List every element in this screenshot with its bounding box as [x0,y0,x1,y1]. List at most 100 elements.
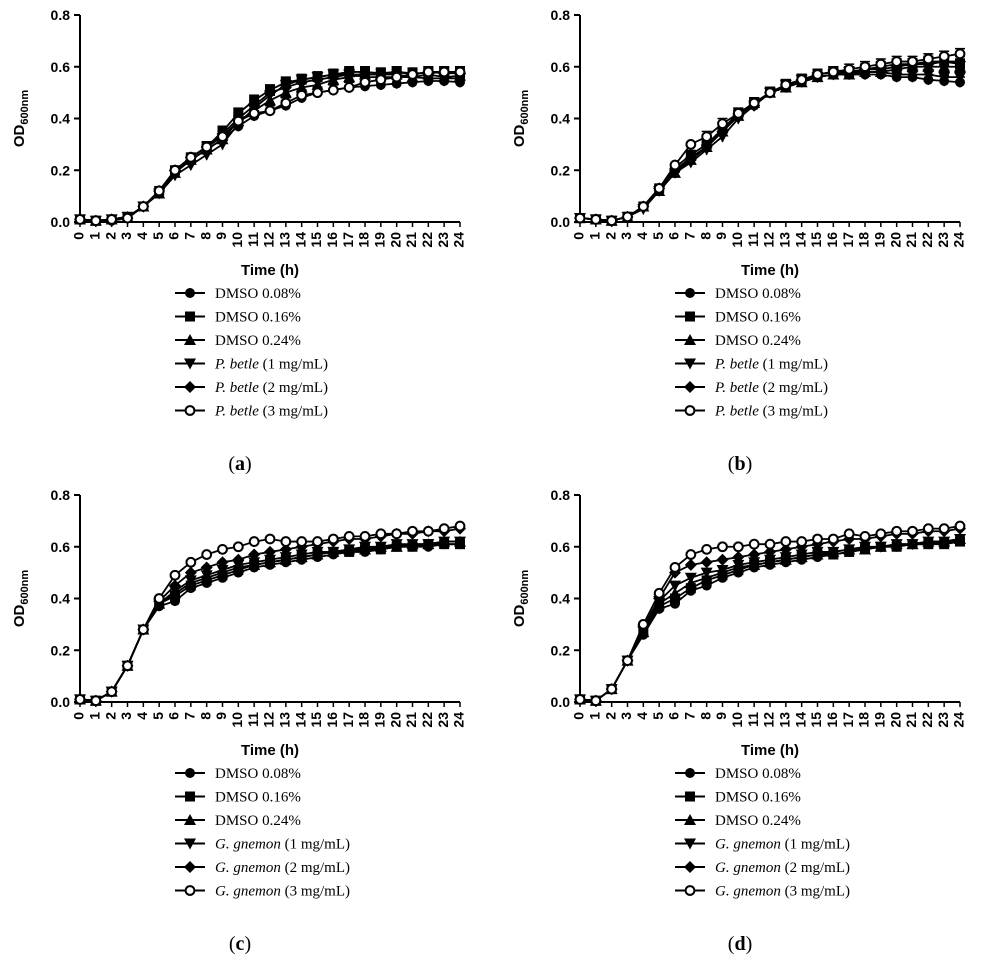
point-c-5 [248,536,260,547]
point-b-5 [954,48,966,60]
x-tick-label-b: 4 [634,232,650,240]
x-tick-label-d: 12 [761,712,777,728]
x-tick-label-a: 20 [387,232,403,248]
legend-marker-b-5 [684,405,696,416]
point-d-5 [685,549,697,560]
legend-marker-b-1 [685,311,695,322]
legend-item-d-5: G. gnemon (3 mg/mL) [675,884,850,900]
legend-marker-b-4 [684,381,696,393]
y-tick-label-c: 0.6 [51,539,71,555]
point-c-3 [438,536,451,548]
point-c-5 [74,694,86,705]
legend-marker-a-3 [184,358,196,370]
point-d-3 [684,572,697,584]
series-d-5 [574,520,966,707]
legend-item-c-2: DMSO 0.24% [175,813,301,829]
point-d-5 [780,536,792,547]
point-c-5 [327,533,339,545]
legend-marker-d-3 [684,838,696,850]
point-d-5 [717,541,728,553]
x-tick-label-b: 3 [618,232,634,240]
point-d-5 [812,533,823,545]
point-c-4 [264,545,276,558]
legend-marker-a-1 [185,311,195,322]
y-axis-title-c: OD600nm [11,570,31,628]
series-c-3 [74,536,466,707]
point-b-5 [637,201,649,212]
point-c-5 [217,543,228,555]
point-a-5 [422,66,434,78]
x-axis-title-d: Time (h) [741,742,799,759]
point-c-5 [407,525,418,537]
y-tick-label-b: 0.0 [551,214,571,230]
point-d-4 [748,548,761,561]
x-axis-title-c: Time (h) [241,742,299,759]
x-tick-label-a: 14 [292,232,308,248]
x-tick-label-b: 6 [666,232,682,240]
point-c-5 [454,520,466,532]
point-a-4 [311,73,324,86]
x-tick-label-c: 2 [102,712,118,720]
legend-marker-a-4 [184,381,196,393]
legend-marker-c-3 [184,838,196,850]
legend-item-a-5: P. betle (3 mg/mL) [175,404,328,420]
legend-item-a-1: DMSO 0.16% [175,310,301,326]
point-b-5 [891,56,903,67]
x-tick-label-a: 9 [213,232,229,240]
point-c-5 [312,536,323,547]
point-a-5 [280,97,292,109]
x-tick-label-a: 1 [87,232,103,240]
x-tick-label-a: 24 [451,232,467,248]
point-d-3 [700,567,713,579]
x-tick-label-b: 16 [824,232,840,248]
point-d-5 [574,694,586,705]
legend-marker-d-1 [685,791,695,802]
x-tick-label-c: 12 [261,712,277,728]
point-d-5 [907,525,918,537]
legend-label-b-1: DMSO 0.16% [715,310,801,326]
legend-item-b-4: P. betle (2 mg/mL) [675,380,828,396]
legend-label-b-3: P. betle (1 mg/mL) [714,357,828,373]
point-d-5 [875,528,887,540]
x-tick-label-a: 8 [197,232,213,240]
point-a-4 [343,68,356,81]
chart-panel-d: 0.0 0.2 0.4 0.6 0.8 0 1 2 3 4 5 6 7 8 9 10 11 12 13 14 15 16 1… [500,480,1000,960]
x-tick-label-b: 15 [808,232,824,248]
panel-caption-a: (a) [228,453,251,475]
point-b-5 [907,56,918,67]
x-tick-label-c: 20 [387,712,403,728]
point-b-5 [622,211,633,223]
x-tick-label-c: 16 [324,712,340,728]
legend-label-d-4: G. gnemon (2 mg/mL) [715,860,850,876]
x-tick-label-b: 8 [697,232,713,240]
point-d-3 [922,536,935,548]
legend-item-c-1: DMSO 0.16% [175,790,301,806]
point-b-5 [938,51,950,62]
legend-label-a-1: DMSO 0.16% [215,310,301,326]
x-tick-label-c: 24 [451,712,467,728]
y-tick-label-c: 0.8 [51,487,71,503]
point-c-4 [279,543,292,556]
y-tick-label-d: 0.8 [551,487,571,503]
point-b-5 [859,61,871,73]
y-tick-label-a: 0.2 [51,162,71,178]
point-d-5 [732,541,744,553]
series-b-5 [574,47,966,227]
point-c-4 [232,553,245,566]
point-c-5 [359,531,371,542]
point-c-5 [201,549,213,560]
y-tick-label-c: 0.2 [51,642,71,658]
point-c-3 [216,565,229,577]
point-d-5 [827,533,839,545]
x-tick-label-b: 18 [856,232,872,248]
x-tick-label-a: 15 [308,232,324,248]
legend-label-c-4: G. gnemon (2 mg/mL) [215,860,350,876]
x-tick-label-a: 4 [134,232,150,240]
point-d-1 [685,583,696,594]
point-c-3 [248,557,261,569]
x-tick-label-d: 6 [666,712,682,720]
legend-marker-b-3 [684,358,696,370]
legend-label-b-0: DMSO 0.08% [715,286,801,302]
point-c-4 [216,556,229,569]
legend-label-a-2: DMSO 0.24% [215,333,301,349]
